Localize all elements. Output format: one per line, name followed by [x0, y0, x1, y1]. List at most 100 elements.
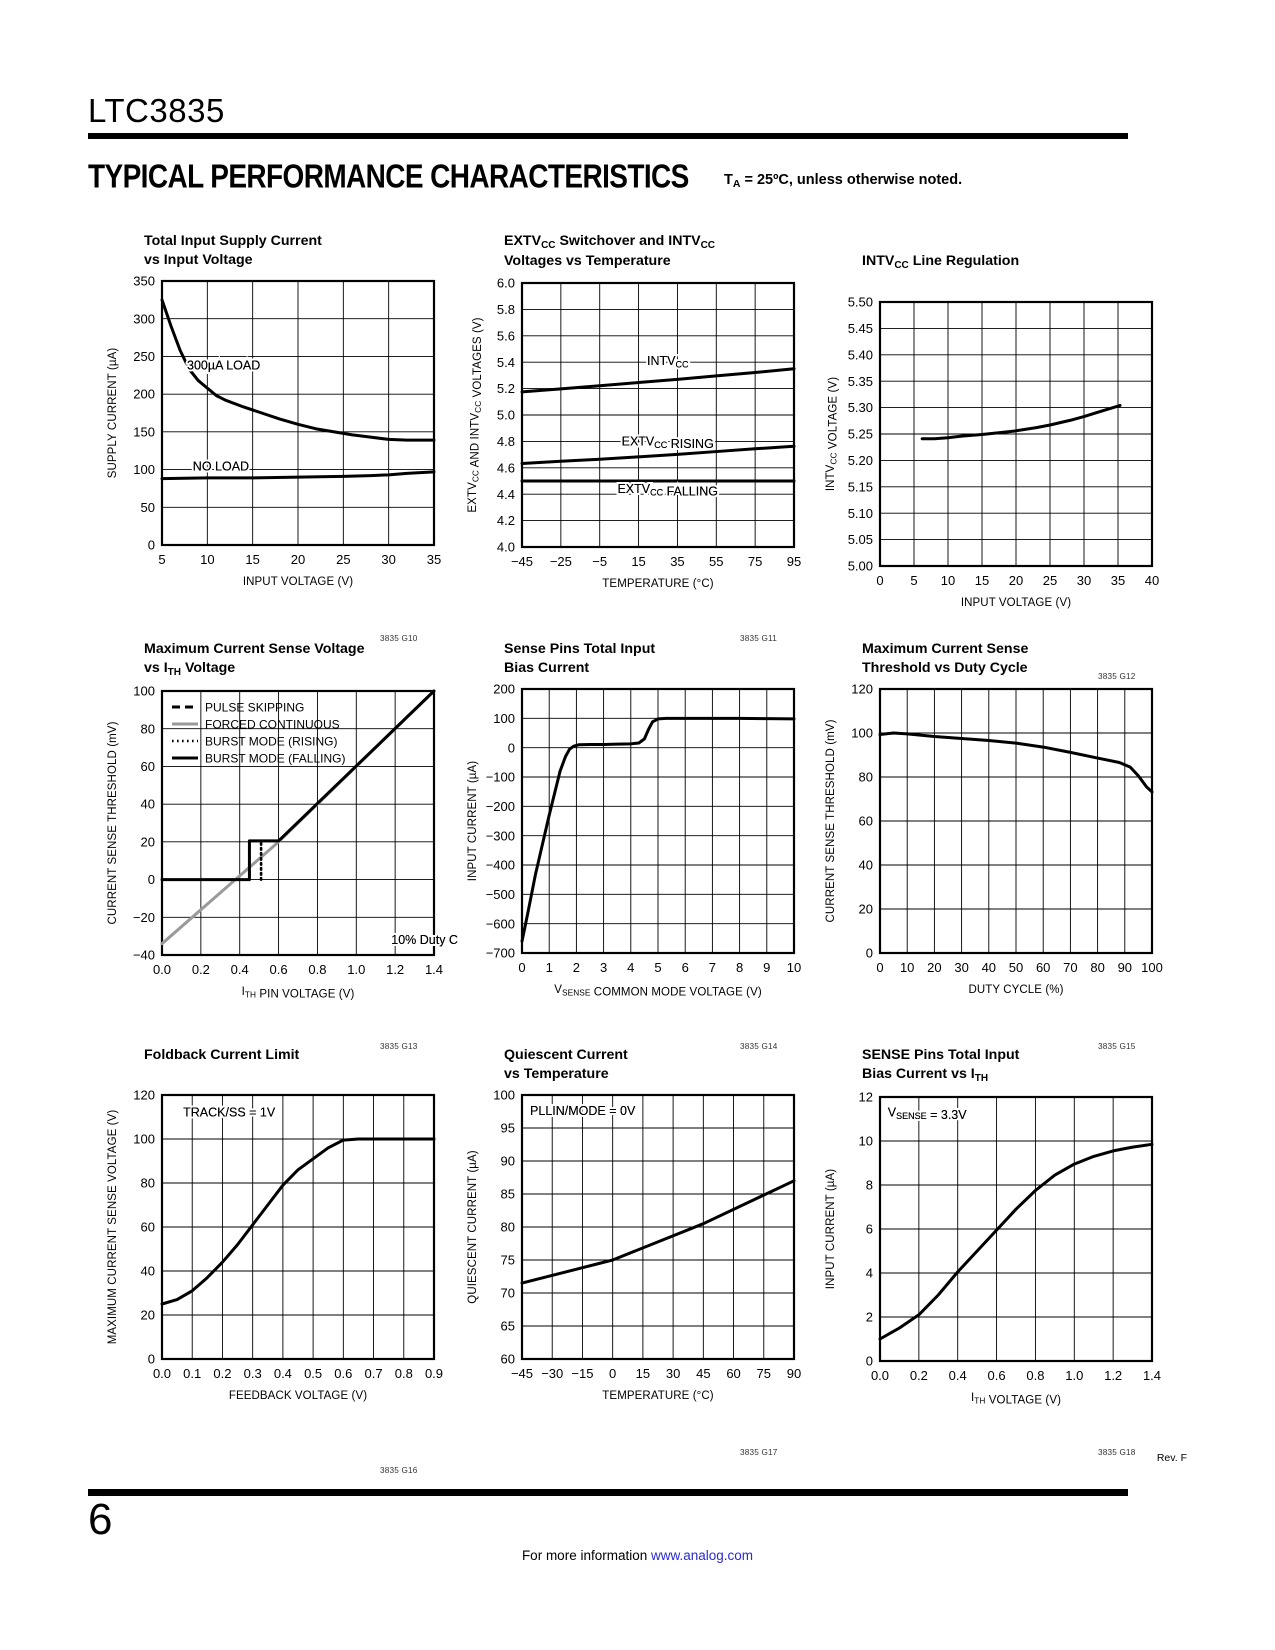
svg-text:DUTY CYCLE (%): DUTY CYCLE (%) [968, 984, 1063, 996]
svg-text:0: 0 [148, 872, 155, 887]
svg-text:TEMPERATURE (°C): TEMPERATURE (°C) [602, 1390, 713, 1402]
svg-text:0.6: 0.6 [270, 962, 288, 977]
svg-text:6: 6 [682, 960, 689, 975]
more-info-text: For more information [521, 1548, 651, 1563]
svg-text:100: 100 [1141, 960, 1163, 975]
svg-text:INPUT CURRENT (µA): INPUT CURRENT (µA) [825, 1169, 837, 1290]
page-title: LTC3835 [88, 92, 225, 129]
chart-annotation: 300µA LOAD [187, 359, 260, 373]
svg-text:0.2: 0.2 [910, 1368, 928, 1383]
chart-title: Sense Pins Total Input Bias Current [504, 641, 656, 676]
svg-text:90: 90 [501, 1154, 515, 1169]
svg-text:5.30: 5.30 [848, 400, 873, 415]
legend-label: FORCED CONTINUOUS [205, 717, 340, 731]
svg-text:85: 85 [501, 1187, 515, 1202]
svg-text:4.2: 4.2 [497, 513, 515, 528]
chart-3835-g15: Maximum Current Sense Threshold vs Duty C… [806, 640, 1176, 1051]
chart-annotation: TRACK/SS = 1V [183, 1105, 276, 1119]
svg-text:350: 350 [133, 274, 155, 289]
svg-text:ITH PIN VOLTAGE (V): ITH PIN VOLTAGE (V) [242, 986, 355, 1001]
svg-text:0: 0 [508, 741, 515, 756]
chart-id-label: 3835 G14 [740, 1042, 778, 1051]
series-line [160, 1137, 436, 1306]
svg-text:10: 10 [859, 1134, 873, 1149]
chart-id-label: 3835 G12 [1098, 672, 1136, 681]
conditions-pre: T [724, 172, 733, 188]
svg-text:6.0: 6.0 [497, 276, 515, 291]
svg-text:QUIESCENT CURRENT (µA): QUIESCENT CURRENT (µA) [467, 1151, 479, 1305]
chart-annotation: INTVCC [647, 354, 689, 370]
legend-label: BURST MODE (FALLING) [205, 751, 345, 765]
svg-text:−400: −400 [486, 858, 515, 873]
svg-text:8: 8 [866, 1178, 873, 1193]
svg-text:10: 10 [787, 960, 801, 975]
svg-text:100: 100 [133, 1131, 155, 1146]
svg-text:5.6: 5.6 [497, 328, 515, 343]
chart-id-label: 3835 G13 [380, 1042, 418, 1051]
svg-text:INPUT VOLTAGE (V): INPUT VOLTAGE (V) [961, 597, 1071, 609]
chart-annotation: EXTVCC RISING [622, 434, 714, 451]
svg-text:CURRENT SENSE THRESHOLD (mV): CURRENT SENSE THRESHOLD (mV) [825, 720, 837, 923]
svg-text:−20: −20 [133, 910, 155, 925]
svg-text:−300: −300 [486, 829, 515, 844]
chart-title: Total Input Supply Current vs Input Volta… [144, 233, 322, 268]
svg-text:75: 75 [748, 554, 762, 569]
svg-text:60: 60 [501, 1352, 515, 1367]
svg-text:−700: −700 [486, 946, 515, 961]
footer-divider [88, 1489, 1128, 1496]
svg-text:20: 20 [141, 1307, 155, 1322]
section-conditions: TA = 25ºC, unless otherwise noted. [724, 172, 962, 190]
chart-title: Foldback Current Limit [144, 1047, 300, 1063]
svg-text:7: 7 [709, 960, 716, 975]
chart-3835-g18: SENSE Pins Total Input Bias Current vs IT… [806, 1046, 1176, 1457]
svg-text:INPUT CURRENT (µA): INPUT CURRENT (µA) [467, 761, 479, 882]
chart-annotation: NO LOAD [193, 460, 249, 474]
svg-text:−200: −200 [486, 799, 515, 814]
svg-text:0: 0 [866, 1354, 873, 1369]
svg-text:0.0: 0.0 [153, 1366, 171, 1381]
svg-text:2: 2 [573, 960, 580, 975]
svg-text:60: 60 [141, 1219, 155, 1234]
svg-text:35: 35 [670, 554, 684, 569]
svg-text:50: 50 [141, 500, 155, 515]
chart-plot: 0 2 4 6 8 10 12 0.0 0.2 0.4 0.6 0.8 1.0 1.2 1.4 ITH VOL… [825, 1090, 1161, 1407]
chart-annotation: INTVCC [647, 354, 689, 370]
page-number: 6 [88, 1495, 113, 1544]
chart-annotation: EXTVCC RISING [622, 434, 714, 451]
svg-text:9: 9 [763, 960, 770, 975]
chart-plot: 0 20 40 60 80 100 120 0 10 20 30 40 50 60 70 80 90 100 DUT… [825, 682, 1163, 996]
legend-label: BURST MODE (RISING) [205, 734, 337, 748]
chart-3835-g11: EXTVCC Switchover and INTVCC Voltages vs … [448, 232, 818, 643]
series-line [520, 717, 796, 944]
svg-text:30: 30 [1077, 573, 1091, 588]
svg-text:−45: −45 [511, 554, 533, 569]
svg-text:75: 75 [501, 1253, 515, 1268]
svg-text:15: 15 [631, 554, 645, 569]
svg-text:40: 40 [141, 797, 155, 812]
svg-text:45: 45 [696, 1366, 710, 1381]
svg-text:60: 60 [1036, 960, 1050, 975]
svg-text:−25: −25 [550, 554, 572, 569]
svg-text:20: 20 [141, 834, 155, 849]
chart-title: INTVCC Line Regulation [862, 253, 1020, 271]
svg-text:65: 65 [501, 1319, 515, 1334]
analog-website-link[interactable]: www.analog.com [650, 1548, 754, 1563]
svg-text:0: 0 [876, 573, 883, 588]
svg-text:4.4: 4.4 [497, 487, 515, 502]
svg-text:5.15: 5.15 [848, 480, 873, 495]
svg-text:70: 70 [501, 1286, 515, 1301]
chart-annotation: TRACK/SS = 1V [183, 1105, 276, 1119]
chart-title: Maximum Current Sense Threshold vs Duty C… [862, 641, 1029, 676]
svg-text:0.9: 0.9 [425, 1366, 443, 1381]
svg-text:20: 20 [927, 960, 941, 975]
svg-text:0.4: 0.4 [949, 1368, 967, 1383]
chart-3835-g17: Quiescent Current vs Temperature 60 65 70 75 8… [448, 1046, 818, 1457]
chart-annotation: PLLIN/MODE = 0V [530, 1104, 636, 1118]
svg-text:80: 80 [501, 1220, 515, 1235]
chart-id-label: 3835 G15 [1098, 1042, 1136, 1051]
svg-text:4.6: 4.6 [497, 460, 515, 475]
svg-text:120: 120 [133, 1087, 155, 1102]
chart-annotation: VSENSE = 3.3V [888, 1105, 967, 1122]
svg-text:1.0: 1.0 [1065, 1368, 1083, 1383]
